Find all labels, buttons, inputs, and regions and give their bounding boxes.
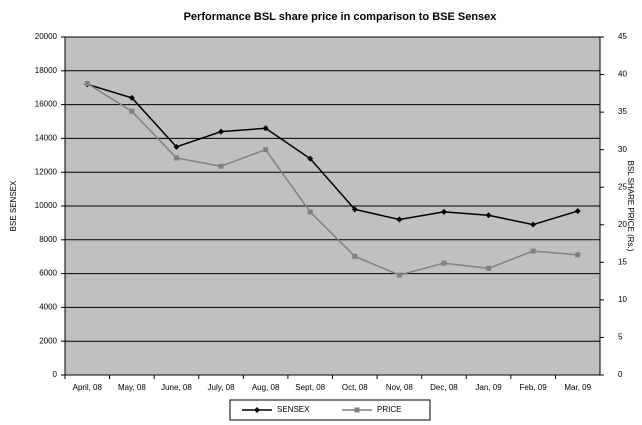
marker [352,253,358,259]
y2-tick-label: 30 [618,145,627,154]
x-tick-label: Sept, 08 [295,383,325,392]
y2-tick-label: 25 [618,182,627,191]
y-axis-title: BSE SENSEX [9,180,18,231]
y2-tick-label: 45 [618,32,627,41]
y-tick-label: 4000 [39,303,57,312]
y2-tick-label: 40 [618,70,627,79]
marker [486,265,492,271]
x-tick-label: Feb, 09 [520,383,548,392]
marker [440,208,447,215]
marker [84,81,90,87]
marker [441,260,447,266]
y2-axis-title: BSL SHARE PRICE (Rs.) [626,161,635,252]
marker [263,147,269,153]
y-tick-label: 18000 [35,66,58,75]
marker [173,155,179,161]
x-tick-label: Jan, 09 [475,383,502,392]
y2-tick-label: 35 [618,107,627,116]
legend-box [229,399,431,421]
y-tick-label: 20000 [35,32,58,41]
marker [530,248,536,254]
x-tick-label: Aug, 08 [252,383,280,392]
y-tick-label: 16000 [35,100,58,109]
marker [307,209,313,215]
series-line [86,82,578,276]
marker [396,216,403,223]
x-tick-label: Oct, 08 [342,383,368,392]
x-tick-label: Mar, 09 [564,383,591,392]
marker [218,128,225,135]
marker [574,208,581,215]
y-tick-label: 12000 [35,167,58,176]
series-line [87,83,578,226]
marker [262,125,269,132]
y2-tick-label: 10 [618,295,627,304]
x-tick-label: April, 08 [73,383,103,392]
legend-marker [354,407,360,413]
y-tick-label: 14000 [35,134,58,143]
y-tick-label: 6000 [39,269,57,278]
marker [575,252,581,258]
x-tick-label: May, 08 [118,383,146,392]
legend-marker [254,407,260,413]
marker [218,163,224,169]
marker [307,155,314,162]
marker [128,94,135,101]
marker [129,108,135,114]
marker [351,206,358,213]
y2-tick-label: 15 [618,257,627,266]
y-tick-label: 2000 [39,336,57,345]
chart-title: Performance BSL share price in compariso… [184,11,498,23]
y2-tick-label: 20 [618,220,627,229]
x-tick-label: Dec, 08 [430,383,458,392]
marker [485,212,492,219]
y2-tick-label: 0 [618,370,623,379]
y-tick-label: 10000 [35,201,58,210]
y-tick-label: 8000 [39,235,57,244]
marker [173,143,180,150]
x-tick-label: June, 08 [161,383,192,392]
legend-label: PRICE [377,405,401,414]
x-tick-label: July, 08 [208,383,236,392]
legend-label: SENSEX [277,405,310,414]
marker [396,272,402,278]
y2-tick-label: 5 [618,333,623,342]
y-tick-label: 0 [53,370,58,379]
x-tick-label: Nov, 08 [386,383,414,392]
marker [530,221,537,228]
